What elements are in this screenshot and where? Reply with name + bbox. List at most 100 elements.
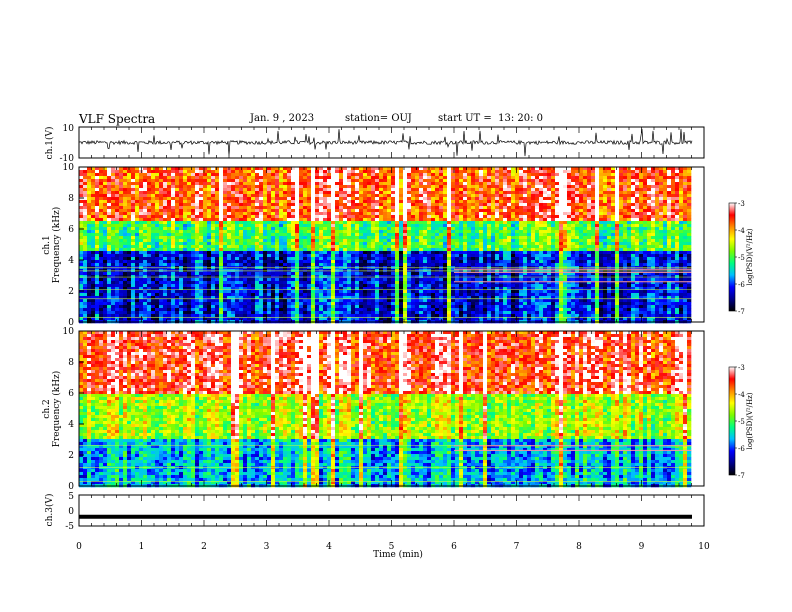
spectrogram-cell	[143, 251, 148, 255]
spectrogram-cell	[387, 206, 392, 210]
spectrogram-cell	[199, 296, 204, 300]
spectrogram-cell	[215, 227, 220, 231]
spectrogram-cell	[119, 254, 124, 258]
spectrogram-cell	[163, 239, 168, 243]
spectrogram-cell	[195, 227, 200, 231]
spectrogram-cell	[307, 305, 312, 309]
spectrogram-cell	[251, 260, 256, 264]
spectrogram-cell	[139, 197, 144, 201]
spectrogram-cell	[187, 293, 192, 297]
spectrogram-cell	[323, 236, 328, 240]
spectrogram-cell	[399, 230, 404, 234]
spectrogram-cell	[263, 209, 268, 213]
spectrogram-cell	[419, 182, 424, 186]
spectrogram-cell	[107, 239, 112, 243]
spectrogram-cell	[107, 179, 112, 183]
spectrogram-cell	[375, 173, 380, 177]
spectrogram-cell	[339, 272, 344, 276]
spectrogram-cell	[211, 299, 216, 303]
spectrogram-cell	[275, 200, 280, 204]
spectrogram-cell	[235, 173, 240, 177]
spectrogram-cell	[283, 245, 288, 249]
spectrogram-cell	[303, 263, 308, 267]
spectrogram-cell	[307, 185, 312, 189]
spectrogram-cell	[155, 182, 160, 186]
spectrogram-cell	[295, 236, 300, 240]
spectrogram-cell	[439, 311, 444, 315]
spectrogram-cell	[175, 185, 180, 189]
spectrogram-cell	[135, 272, 140, 276]
spectrogram-cell	[299, 203, 304, 207]
spectrogram-cell	[371, 260, 376, 264]
spectrogram-cell	[287, 308, 292, 312]
spectrogram-cell	[451, 284, 456, 288]
spectrogram-cell	[87, 185, 92, 189]
spectrogram-cell	[87, 278, 92, 282]
spectrogram-cell	[247, 278, 252, 282]
spectrogram-cell	[115, 293, 120, 297]
spectrogram-cell	[107, 302, 112, 306]
spectrogram-cell	[447, 203, 452, 207]
spectrogram-cell	[399, 260, 404, 264]
spectrogram-cell	[107, 230, 112, 234]
spectrogram-cell	[259, 260, 264, 264]
spectrogram-cell	[115, 194, 120, 198]
spectrogram-cell	[195, 230, 200, 234]
spectrogram-cell	[331, 308, 336, 312]
spectrogram-cell	[199, 188, 204, 192]
spectrogram-cell	[351, 212, 356, 216]
spectrogram-cell	[331, 284, 336, 288]
spectrogram-cell	[411, 287, 416, 291]
spectrogram-cell	[139, 173, 144, 177]
spectrogram-cell	[295, 203, 300, 207]
spectrogram-cell	[351, 209, 356, 213]
spectrogram-cell	[223, 278, 228, 282]
spectrogram-cell	[271, 278, 276, 282]
spectrogram-cell	[395, 317, 400, 321]
spectrogram-cell	[127, 215, 132, 219]
spectrogram-cell	[91, 167, 96, 171]
spectrogram-cell	[223, 209, 228, 213]
spectrogram-cell	[335, 263, 340, 267]
spectrogram-cell	[191, 254, 196, 258]
spectrogram-cell	[175, 314, 180, 318]
spectrogram-cell	[319, 188, 324, 192]
spectrogram-cell	[235, 272, 240, 276]
spectrogram-cell	[171, 179, 176, 183]
spectrogram-cell	[447, 200, 452, 204]
spectrogram-cell	[455, 194, 460, 198]
spectrogram-cell	[187, 200, 192, 204]
spectrogram-cell	[163, 188, 168, 192]
spectrogram-cell	[123, 176, 128, 180]
spectrogram-cell	[123, 284, 128, 288]
spectrogram-cell	[255, 188, 260, 192]
spectrogram-cell	[79, 290, 84, 294]
spectrogram-cell	[443, 314, 448, 318]
spectrogram-cell	[343, 230, 348, 234]
spectrogram-cell	[123, 197, 128, 201]
spectrogram-cell	[191, 194, 196, 198]
spectrogram-cell	[183, 281, 188, 285]
spectrogram-cell	[431, 167, 436, 171]
spectrogram-cell	[191, 176, 196, 180]
spectrogram-cell	[255, 185, 260, 189]
spectrogram-cell	[347, 275, 352, 279]
spectrogram-cell	[339, 281, 344, 285]
spectrogram-cell	[443, 200, 448, 204]
spectrogram-cell	[311, 254, 316, 258]
spectrogram-cell	[407, 287, 412, 291]
spectrogram-cell	[439, 185, 444, 189]
spectrogram-cell	[411, 251, 416, 255]
spectrogram-cell	[367, 278, 372, 282]
spectrogram-cell	[199, 302, 204, 306]
spectrogram-cell	[323, 242, 328, 246]
spectrogram-cell	[159, 263, 164, 267]
spectrogram-cell	[179, 203, 184, 207]
spectrogram-cell	[151, 170, 156, 174]
spectrogram-cell	[295, 221, 300, 225]
spectrogram-cell	[179, 287, 184, 291]
spectrogram-cell	[339, 254, 344, 258]
spectrogram-cell	[151, 167, 156, 171]
spectrogram-cell	[451, 257, 456, 261]
spectrogram-cell	[419, 215, 424, 219]
